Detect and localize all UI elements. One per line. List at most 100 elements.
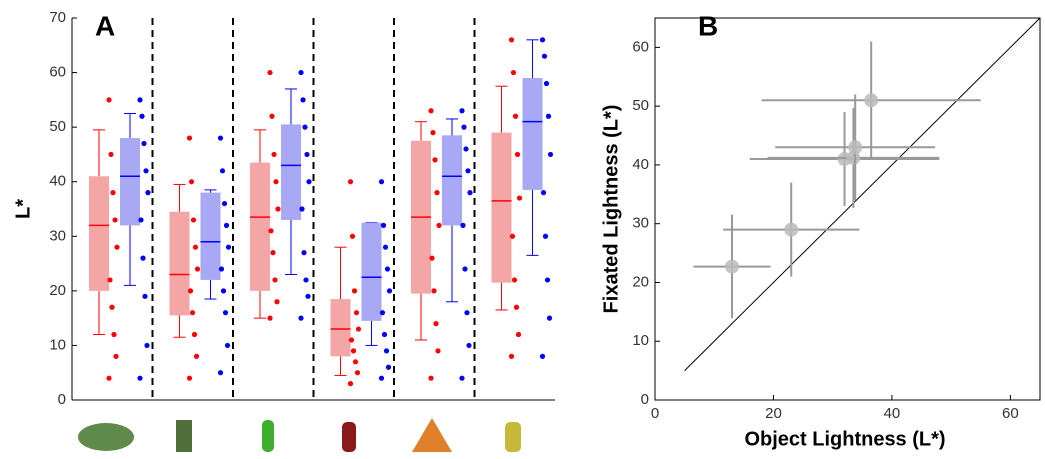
dot	[347, 179, 354, 185]
dot	[106, 97, 112, 103]
dot	[381, 331, 388, 338]
dot	[539, 37, 546, 43]
dot	[515, 331, 522, 338]
dot	[460, 222, 466, 228]
dot	[434, 190, 440, 196]
y-tick-label: 70	[49, 9, 66, 26]
dot	[273, 179, 279, 185]
dot	[221, 200, 228, 207]
dot	[186, 375, 193, 381]
dot	[275, 206, 281, 212]
dot	[137, 97, 143, 103]
dot	[272, 277, 278, 283]
box	[281, 124, 301, 220]
dot	[462, 266, 468, 272]
dot	[384, 266, 391, 272]
x-tick-label: 20	[765, 405, 782, 422]
dot	[111, 331, 117, 338]
dot	[508, 37, 515, 43]
dot	[267, 69, 273, 76]
y-tick-label: 0	[58, 391, 66, 408]
dot	[352, 359, 359, 365]
dot	[302, 124, 308, 130]
dot	[355, 326, 362, 332]
dot	[217, 135, 224, 141]
y-tick-label: 0	[641, 391, 649, 408]
dot	[385, 364, 392, 370]
dot	[274, 299, 280, 305]
dot	[142, 293, 148, 299]
dot	[348, 337, 355, 343]
dot	[509, 233, 516, 239]
object-icons	[78, 418, 521, 452]
dot	[301, 250, 307, 256]
dot	[353, 310, 360, 316]
y-axis-label: Fixated Lightness (L*)	[600, 105, 622, 314]
dot	[299, 206, 305, 212]
box	[89, 176, 109, 291]
dot	[218, 266, 225, 272]
dot	[378, 375, 385, 381]
y-tick-label: 60	[49, 64, 66, 81]
box	[120, 138, 140, 226]
dot	[514, 151, 521, 158]
dot	[192, 244, 199, 250]
y-tick-label: 50	[49, 118, 66, 135]
identity-line	[684, 17, 1041, 371]
dot	[219, 168, 226, 174]
dot	[382, 244, 389, 250]
dot	[191, 331, 198, 338]
dot	[305, 293, 311, 299]
dot	[194, 266, 201, 272]
dot	[464, 310, 470, 316]
dot	[467, 190, 473, 196]
box	[330, 299, 351, 357]
dot	[347, 381, 354, 387]
dot	[508, 353, 515, 359]
dot	[386, 288, 393, 294]
dot	[189, 310, 196, 316]
dot	[540, 190, 547, 196]
dot	[513, 304, 520, 310]
dot	[378, 179, 385, 185]
dot	[217, 370, 224, 376]
dot	[428, 375, 434, 381]
dot	[186, 135, 193, 141]
dot	[459, 108, 465, 114]
dot	[435, 348, 441, 354]
box	[442, 135, 462, 226]
y-tick-label: 30	[632, 215, 649, 232]
y-tick-label: 10	[49, 336, 66, 353]
dot	[110, 190, 116, 196]
dot	[354, 370, 361, 376]
x-axis-label: Object Lightness (L*)	[744, 428, 945, 450]
dot	[224, 342, 231, 349]
x-tick-label: 40	[884, 405, 901, 422]
point	[864, 93, 879, 108]
dot	[190, 217, 197, 223]
box	[491, 132, 512, 283]
dot	[306, 179, 312, 185]
dot	[544, 277, 551, 283]
x-tick-label: 60	[1002, 405, 1019, 422]
dot	[140, 255, 146, 261]
point	[784, 222, 799, 237]
dot	[298, 69, 304, 76]
dot	[383, 348, 390, 354]
panel-label: B	[698, 10, 718, 41]
dot	[220, 288, 227, 294]
dot	[465, 168, 471, 174]
dot	[379, 310, 386, 316]
dot	[461, 124, 467, 130]
dot	[350, 348, 357, 354]
dot	[349, 233, 356, 239]
dot	[139, 113, 145, 119]
dot	[222, 310, 229, 316]
y-tick-label: 20	[49, 282, 66, 299]
box	[200, 192, 221, 280]
y-tick-label: 40	[632, 156, 649, 173]
box	[250, 162, 270, 291]
dot	[298, 315, 304, 321]
dot	[463, 146, 469, 152]
